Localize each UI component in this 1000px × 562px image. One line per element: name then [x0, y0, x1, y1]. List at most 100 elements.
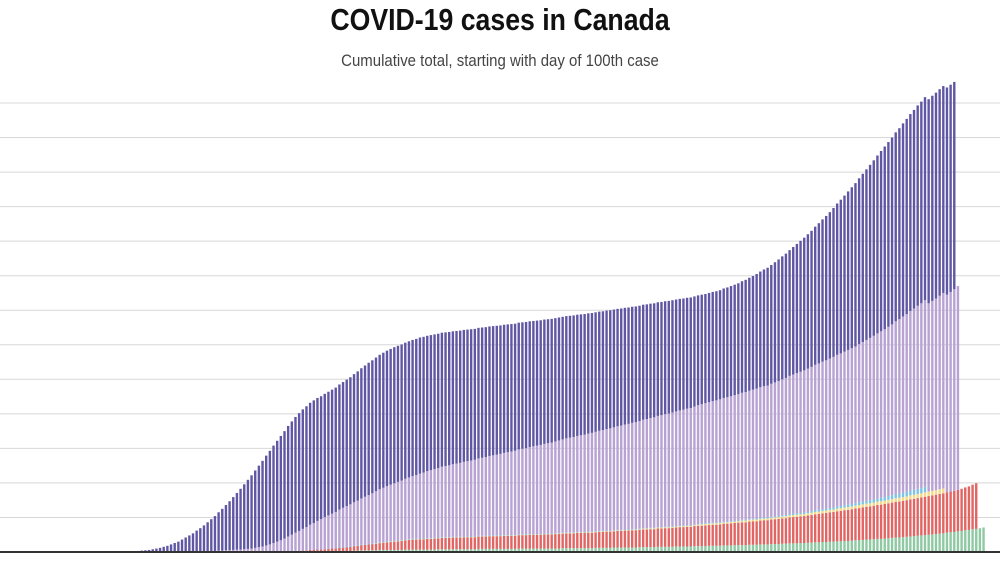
bar-segment [539, 534, 542, 549]
bar-segment [594, 547, 597, 552]
bar-segment [546, 548, 550, 552]
bar-segment [824, 541, 828, 552]
bar-segment [623, 307, 627, 425]
bar-segment [418, 538, 422, 540]
bar-segment [916, 488, 919, 494]
bar-segment [901, 316, 905, 493]
bar-segment [740, 520, 744, 523]
bar-segment [737, 522, 740, 546]
bar-segment [151, 549, 154, 552]
bar-segment [437, 538, 440, 550]
bar-segment [631, 547, 634, 552]
bar-segment [239, 488, 242, 550]
bar-segment [477, 536, 480, 549]
bar-segment [473, 459, 477, 537]
bar-segment [418, 473, 422, 539]
bar-segment [609, 530, 612, 532]
bar-segment [846, 191, 850, 350]
bar-segment [572, 533, 575, 549]
bar-segment [400, 540, 403, 541]
bar-segment [872, 335, 875, 500]
bar-segment [524, 534, 528, 535]
bar-segment [524, 535, 528, 549]
bar-segment [762, 269, 766, 387]
bar-segment [499, 535, 502, 536]
bar-segment [502, 548, 506, 552]
bar-segment [934, 298, 938, 491]
bar-segment [788, 517, 791, 544]
bar-segment [883, 497, 886, 501]
bar-segment [726, 397, 729, 522]
bar-segment [901, 500, 905, 538]
bar-segment [835, 511, 839, 542]
bar-segment [316, 549, 319, 552]
bar-segment [440, 466, 444, 538]
bar-segment [188, 535, 191, 552]
bar-segment [770, 519, 773, 545]
bar-segment [938, 493, 941, 534]
bar-segment [693, 296, 696, 407]
bar-segment [846, 540, 850, 552]
bar-segment [839, 506, 843, 509]
bar-segment [433, 549, 436, 552]
bar-segment [308, 524, 312, 550]
bar-segment [587, 531, 590, 533]
bar-segment [499, 535, 502, 537]
bar-segment [887, 326, 890, 497]
bar-segment [894, 321, 897, 494]
bar-segment [792, 513, 795, 516]
bar-segment [810, 542, 813, 552]
bar-segment [327, 515, 330, 549]
bar-segment [920, 497, 923, 536]
bar-segment [799, 512, 802, 515]
bar-segment [557, 534, 561, 549]
bar-segment [766, 520, 769, 545]
bar-segment [521, 322, 524, 449]
bar-segment [521, 534, 524, 536]
bar-segment [773, 519, 777, 545]
bar-segment [543, 533, 546, 535]
bar-segment [887, 538, 890, 552]
bar-segment [835, 506, 839, 509]
bar-segment [557, 548, 561, 552]
bar-segment [817, 542, 821, 552]
bar-segment [828, 212, 832, 359]
bar-segment [678, 546, 681, 552]
bar-segment [232, 497, 235, 550]
bar-segment [693, 406, 696, 525]
bar-segment [568, 533, 572, 549]
bar-segment [385, 541, 389, 543]
bar-segment [202, 525, 206, 552]
bar-segment [433, 538, 436, 539]
bar-segment [308, 549, 312, 552]
bar-segment [824, 508, 828, 511]
bar-segment [426, 549, 429, 552]
bar-segment [631, 529, 634, 530]
bar-segment [711, 545, 714, 552]
bar-segment [422, 538, 425, 540]
bar-segment [404, 539, 407, 541]
bar-segment [814, 226, 817, 365]
bar-segment [931, 534, 934, 552]
bar-segment [634, 530, 638, 548]
bar-segment [861, 342, 864, 502]
bar-segment [513, 450, 517, 536]
bar-segment [696, 546, 700, 552]
bar-segment [382, 352, 385, 488]
bar-segment [583, 532, 586, 534]
bar-segment [415, 538, 418, 540]
bar-segment [305, 406, 308, 528]
bar-segment [887, 496, 890, 500]
bar-segment [682, 525, 685, 527]
bar-segment [265, 545, 268, 552]
bar-segment [620, 425, 623, 530]
bar-segment [861, 504, 864, 508]
bar-segment [854, 183, 857, 347]
bar-segment [631, 422, 634, 530]
bar-segment [623, 547, 627, 552]
bar-segment [824, 215, 828, 361]
bar-segment [601, 531, 605, 532]
bar-segment [334, 511, 337, 549]
bar-segment [956, 531, 960, 552]
bar-segment [759, 517, 762, 519]
